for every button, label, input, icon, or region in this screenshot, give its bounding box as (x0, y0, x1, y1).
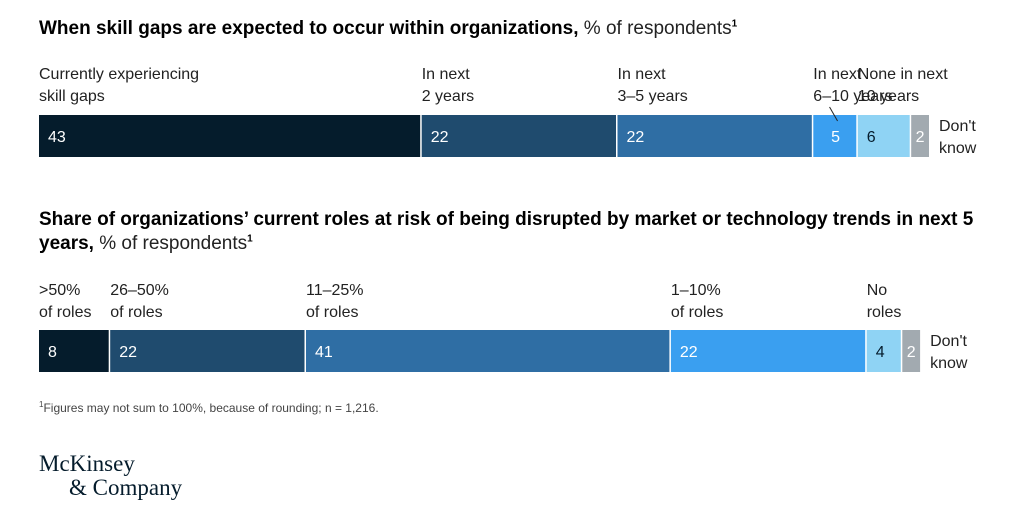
chart2-bar-segment-4 (866, 330, 901, 372)
footnote-marker: 1 (39, 400, 44, 409)
chart1-bar-segment-3 (813, 115, 857, 157)
chart1-bar-segment-5 (911, 115, 929, 157)
chart2-unit: % of respondents (99, 233, 248, 254)
chart2-category-label-4: No roles (867, 282, 902, 321)
chart1-category-label-4: None in next 10 years (858, 66, 948, 105)
chart2-category-label-0: >50% of roles (39, 282, 91, 321)
chart2-value-label-0: 8 (48, 344, 57, 361)
chart2-value-label-1: 22 (119, 344, 137, 361)
footnote: 1Figures may not sum to 100%, because of… (39, 400, 379, 415)
chart1-leader-line (829, 106, 838, 122)
chart1-title-text: When skill gaps are expected to occur wi… (39, 18, 579, 39)
chart1-category-label-1: In next 2 years (422, 66, 474, 105)
chart2-bar-segment-5 (902, 330, 921, 372)
chart2-bar-segment-1 (110, 330, 305, 372)
chart1-bar-segment-4 (857, 115, 910, 157)
chart2-value-label-4: 4 (876, 344, 885, 361)
chart1-footnote-ref: 1 (731, 18, 738, 30)
chart1-value-label-2: 22 (627, 129, 645, 146)
chart1-value-label-5: 2 (916, 129, 925, 146)
chart2-bar-segment-2 (306, 330, 670, 372)
chart1-title: When skill gaps are expected to occur wi… (39, 17, 737, 41)
chart1-bar-segment-2 (617, 115, 812, 157)
chart2-value-label-3: 22 (680, 344, 698, 361)
chart2-value-label-5: 2 (907, 344, 916, 361)
logo-line-1: McKinsey (39, 451, 135, 476)
chart1-value-label-1: 22 (431, 129, 449, 146)
chart1-value-label-4: 6 (867, 129, 876, 146)
chart2-category-label-1: 26–50% of roles (110, 282, 169, 321)
chart2-category-label-2: 11–25% of roles (306, 282, 364, 321)
chart1-category-label-3: In next 6–10 years (813, 66, 892, 105)
chart2-bar-segment-3 (670, 330, 866, 372)
chart1-value-label-0: 43 (48, 129, 66, 146)
chart2-category-label-3: 1–10% of roles (671, 282, 723, 321)
chart1-category-label-2: In next 3–5 years (618, 66, 688, 105)
chart2-footnote-ref: 1 (247, 233, 253, 245)
chart1-unit: % of respondents (583, 18, 732, 39)
chart2-bar-segment-0 (39, 330, 109, 372)
chart2-dont-know-label: Don't know (930, 333, 968, 372)
mckinsey-logo: McKinsey & Company (39, 452, 182, 500)
chart1-dont-know-label: Don't know (939, 118, 977, 157)
chart2-title-text: Share of organizations’ current roles at… (39, 209, 974, 254)
chart1-bar-segment-1 (421, 115, 616, 157)
chart1-category-label-0: Currently experiencing skill gaps (39, 66, 199, 105)
footnote-text: Figures may not sum to 100%, because of … (43, 401, 379, 415)
chart1-value-label-3: 5 (831, 129, 840, 146)
chart1-bar-segment-0 (39, 115, 421, 157)
chart2-value-label-2: 41 (315, 344, 333, 361)
logo-line-2: & Company (69, 475, 183, 500)
chart2-title: Share of organizations’ current roles at… (39, 208, 999, 256)
